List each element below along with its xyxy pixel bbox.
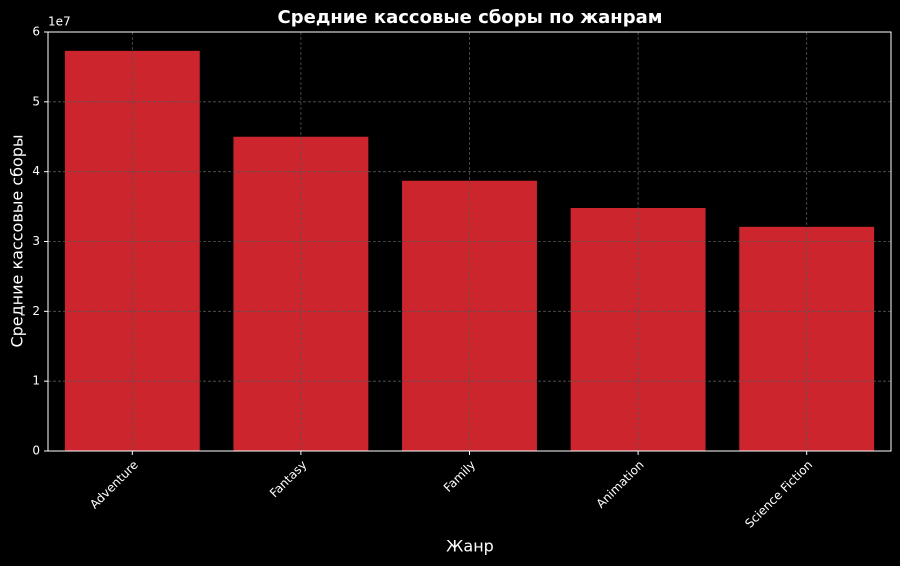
y-tick-label: 3	[32, 234, 40, 248]
y-tick-label: 4	[32, 164, 40, 178]
y-tick-label: 6	[32, 25, 40, 39]
y-offset-label: 1e7	[48, 15, 71, 29]
chart-title: Средние кассовые сборы по жанрам	[278, 7, 663, 28]
plot-frame	[47, 31, 892, 452]
y-tick-label: 2	[32, 304, 40, 318]
y-axis-label: Средние кассовые сборы	[8, 134, 27, 347]
y-tick-label: 0	[32, 444, 40, 458]
bar	[64, 50, 200, 451]
bar	[402, 180, 537, 451]
y-tick-label: 1	[32, 374, 40, 388]
x-axis-label: Жанр	[446, 537, 494, 556]
y-tick-label: 5	[32, 94, 40, 108]
